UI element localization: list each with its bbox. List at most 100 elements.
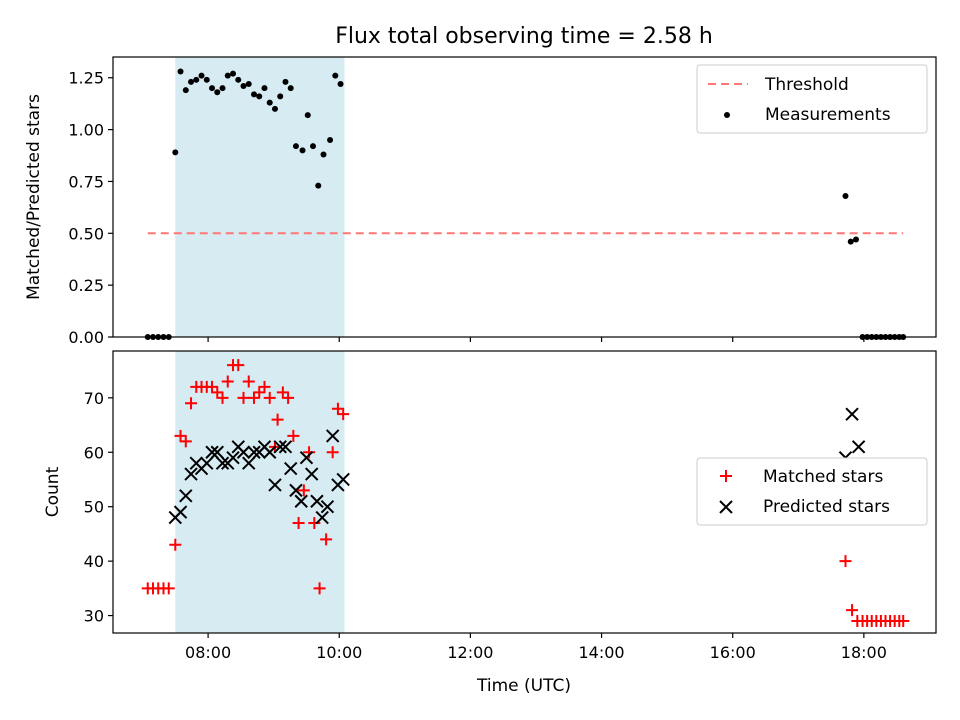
data-point — [247, 445, 261, 459]
data-point — [852, 236, 859, 243]
data-point — [215, 456, 230, 470]
data-point — [242, 375, 255, 388]
data-point — [276, 386, 289, 399]
x-tick-label: 10:00 — [316, 643, 362, 662]
y-tick-label: 50 — [84, 498, 104, 517]
data-point — [326, 446, 339, 459]
series-measurements — [144, 68, 907, 340]
data-point — [289, 483, 303, 498]
data-point — [271, 413, 284, 426]
data-point — [206, 380, 219, 393]
data-point — [292, 143, 299, 150]
data-point — [205, 445, 219, 459]
data-point — [313, 582, 326, 595]
data-point — [287, 85, 294, 92]
y-tick-label: 0.50 — [68, 224, 104, 243]
y-tick-label: 0.00 — [68, 328, 104, 347]
x-axis-label: Time (UTC) — [476, 676, 571, 696]
data-point — [320, 151, 327, 158]
data-point — [337, 80, 344, 87]
data-point — [237, 391, 250, 404]
x-tick-label: 18:00 — [841, 643, 887, 662]
data-point — [282, 391, 295, 404]
data-point — [282, 78, 289, 85]
observing-window-shade — [175, 57, 345, 337]
y-axis-label-ratio: Matched/Predicted stars — [24, 94, 44, 300]
data-point — [258, 380, 271, 393]
data-point — [315, 182, 322, 189]
series-matched-stars — [141, 359, 910, 628]
data-point — [271, 105, 278, 112]
data-point — [253, 386, 266, 399]
y-axis-label-count: Count — [43, 466, 63, 517]
data-point — [193, 76, 200, 83]
data-point — [331, 402, 344, 415]
ratio-panel: 0.00 0.25 0.50 0.75 1.00 1.25 Matched/Predict… — [24, 56, 937, 347]
data-point — [240, 83, 247, 90]
data-point — [185, 397, 198, 410]
data-point — [203, 76, 210, 83]
data-point — [304, 112, 311, 119]
data-point — [247, 391, 260, 404]
data-point — [320, 533, 333, 546]
data-point — [292, 517, 305, 530]
data-point — [263, 445, 277, 459]
data-point — [219, 85, 226, 92]
data-point — [315, 510, 329, 525]
data-point — [162, 582, 175, 595]
y-tick-label: 30 — [84, 607, 104, 626]
chart-title: Flux total observing time = 2.58 h — [335, 24, 713, 49]
data-point — [327, 136, 334, 143]
y-tick-label: 1.00 — [68, 121, 104, 140]
legend-box-bottom — [696, 457, 928, 526]
data-point — [842, 192, 849, 199]
data-point — [294, 494, 308, 508]
data-point — [173, 505, 188, 519]
x-tick-label: 08:00 — [185, 643, 231, 662]
plot-frame-top — [112, 56, 937, 338]
data-point — [169, 538, 182, 551]
data-point — [266, 99, 273, 106]
data-point — [216, 391, 229, 404]
series-predicted-stars — [168, 407, 866, 525]
data-point — [308, 517, 321, 530]
data-point — [184, 467, 198, 481]
data-point — [200, 456, 214, 470]
data-point — [236, 445, 251, 459]
x-ticks-bottom: 08:00 10:00 12:00 14:00 16:00 18:00 — [185, 633, 887, 662]
legend-predicted-label: Predicted stars — [763, 497, 890, 517]
data-point — [336, 472, 350, 487]
x-tick-label: 12:00 — [447, 643, 493, 662]
data-point — [172, 149, 179, 156]
data-point — [235, 76, 242, 83]
data-point — [188, 78, 195, 85]
data-point — [851, 440, 866, 454]
data-point — [277, 93, 284, 100]
data-point — [268, 478, 282, 492]
data-point — [310, 494, 324, 508]
data-point — [232, 359, 245, 372]
legend-predicted-swatch — [719, 500, 733, 514]
data-point — [230, 70, 237, 77]
data-point — [198, 72, 205, 79]
legend-matched-swatch — [720, 470, 732, 482]
data-point — [332, 72, 339, 79]
y-tick-label: 0.25 — [68, 276, 104, 295]
x-tick-label: 14:00 — [578, 643, 624, 662]
data-point — [337, 408, 350, 421]
data-point — [245, 80, 252, 87]
data-point — [299, 147, 306, 154]
y-tick-label: 70 — [84, 389, 104, 408]
count-panel: 08:00 10:00 12:00 14:00 16:00 18:00 30 40 50 60 7… — [43, 350, 937, 696]
data-point — [845, 407, 859, 421]
data-point — [261, 85, 268, 92]
data-point — [847, 238, 854, 245]
legend-measurements-swatch — [724, 112, 730, 118]
data-point — [320, 499, 335, 514]
data-point — [179, 435, 192, 448]
y-ticks-top: 0.00 0.25 0.50 0.75 1.00 1.25 — [68, 69, 113, 347]
data-point — [310, 143, 317, 150]
data-point — [287, 429, 300, 442]
data-point — [224, 72, 231, 79]
